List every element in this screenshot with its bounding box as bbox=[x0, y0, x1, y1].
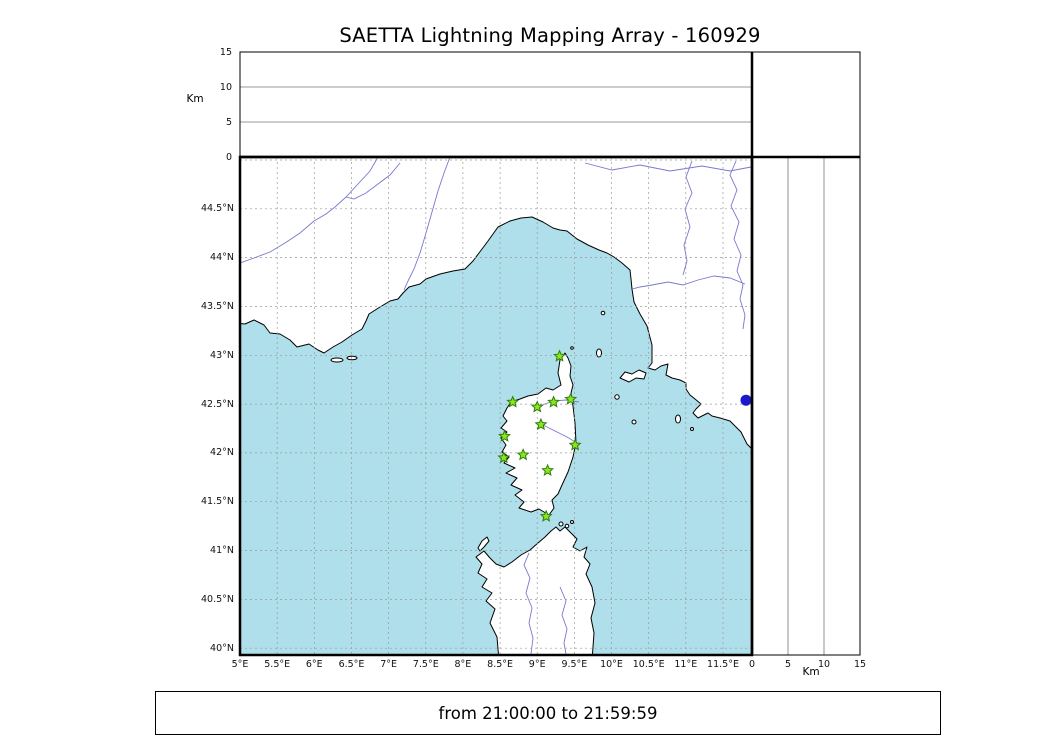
map-grid-lines bbox=[240, 157, 752, 655]
map-content bbox=[240, 157, 752, 655]
altitude-axis-label-top: Km bbox=[186, 93, 204, 105]
altitude-grid-lines bbox=[240, 86, 825, 655]
island-gorgona bbox=[600, 310, 606, 316]
island-asinara bbox=[477, 536, 490, 552]
plot-title: SAETTA Lightning Mapping Array - 160929 bbox=[339, 24, 761, 47]
river-sardinia-east bbox=[559, 586, 568, 655]
time-window-box: from 21:00:00 to 21:59:59 bbox=[155, 691, 941, 735]
island-porquerolles bbox=[330, 357, 344, 363]
time-window-text: from 21:00:00 to 21:59:59 bbox=[438, 703, 658, 723]
coastline-corsica bbox=[500, 352, 577, 516]
station-star bbox=[497, 450, 511, 464]
altitude-vs-longitude-panel bbox=[240, 52, 752, 157]
station-star bbox=[539, 509, 553, 522]
island-montecristo bbox=[631, 419, 637, 425]
island-giannutri bbox=[690, 427, 694, 431]
island-caprera bbox=[564, 523, 570, 529]
island-islet bbox=[570, 520, 574, 524]
station-star bbox=[564, 392, 578, 405]
river-tavignano bbox=[542, 424, 578, 444]
station-star bbox=[547, 395, 561, 408]
altitude-vs-latitude-panel bbox=[752, 157, 860, 655]
lightning-source-dot bbox=[740, 394, 752, 406]
river-serchio bbox=[682, 160, 693, 276]
river-tributary bbox=[345, 162, 401, 200]
rivers bbox=[240, 157, 752, 655]
river-durance bbox=[240, 157, 379, 264]
station-star bbox=[530, 400, 544, 413]
altitude-histogram-panel bbox=[752, 52, 860, 157]
river-coghinas bbox=[523, 552, 534, 655]
map-panel bbox=[240, 157, 752, 655]
island-maddalena bbox=[558, 521, 564, 527]
altitude-axis-label-bottom: Km bbox=[802, 666, 820, 678]
station-star bbox=[534, 417, 548, 431]
island-giraglia bbox=[570, 346, 574, 350]
river-arno bbox=[631, 275, 746, 290]
river-tiber bbox=[729, 160, 746, 330]
coastline-france-italy bbox=[240, 157, 752, 450]
station-star bbox=[568, 438, 582, 451]
station-star bbox=[541, 463, 555, 476]
station-star bbox=[498, 429, 511, 442]
station-star bbox=[506, 395, 520, 408]
island-pianosa bbox=[614, 394, 620, 400]
island-port-cros bbox=[346, 355, 358, 361]
island-capraia bbox=[596, 348, 602, 358]
station-star bbox=[516, 448, 530, 461]
island-giglio bbox=[675, 414, 681, 424]
station-markers bbox=[497, 349, 582, 522]
station-star bbox=[553, 349, 566, 362]
island-elba bbox=[619, 369, 647, 383]
river-po bbox=[584, 162, 752, 172]
